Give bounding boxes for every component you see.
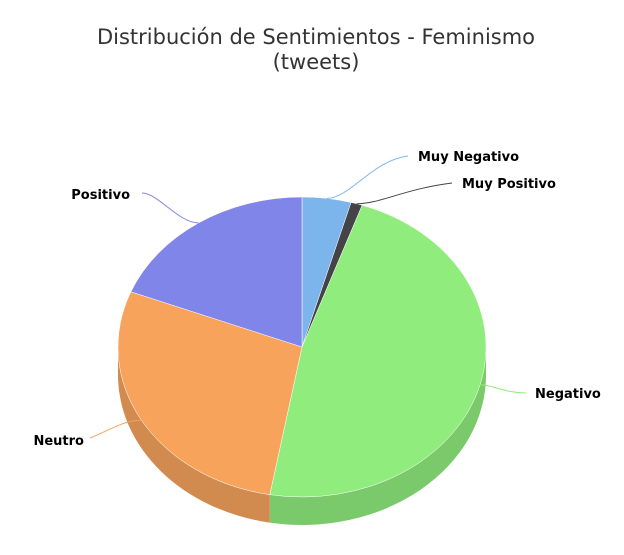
pie-labels: Muy Negativo Muy Positivo Negativo Neutro Po… [33, 150, 600, 449]
chart-subtitle: (tweets) [273, 50, 360, 74]
connector-neutro [89, 419, 142, 439]
connector-negativo [480, 384, 527, 394]
pie-slice-neutro[interactable] [117, 291, 303, 495]
pie-slice-negativo[interactable] [269, 204, 487, 498]
connector-muy-negativo [326, 155, 409, 199]
connector-muy-positivo [356, 182, 453, 205]
slice-label-muy-positivo: Muy Positivo [462, 177, 556, 192]
slice-label-neutro: Neutro [33, 434, 84, 449]
slice-side-neutro [118, 347, 270, 523]
pie-top [117, 196, 487, 498]
slice-label-muy-negativo: Muy Negativo [418, 150, 519, 165]
slice-label-negativo: Negativo [535, 387, 601, 402]
slice-side-negativo [269, 347, 486, 525]
chart-title: Distribución de Sentimientos - Feminismo [97, 25, 535, 49]
pie-depth [118, 347, 486, 525]
connector-positivo [141, 192, 199, 224]
slice-label-positivo: Positivo [71, 188, 130, 203]
